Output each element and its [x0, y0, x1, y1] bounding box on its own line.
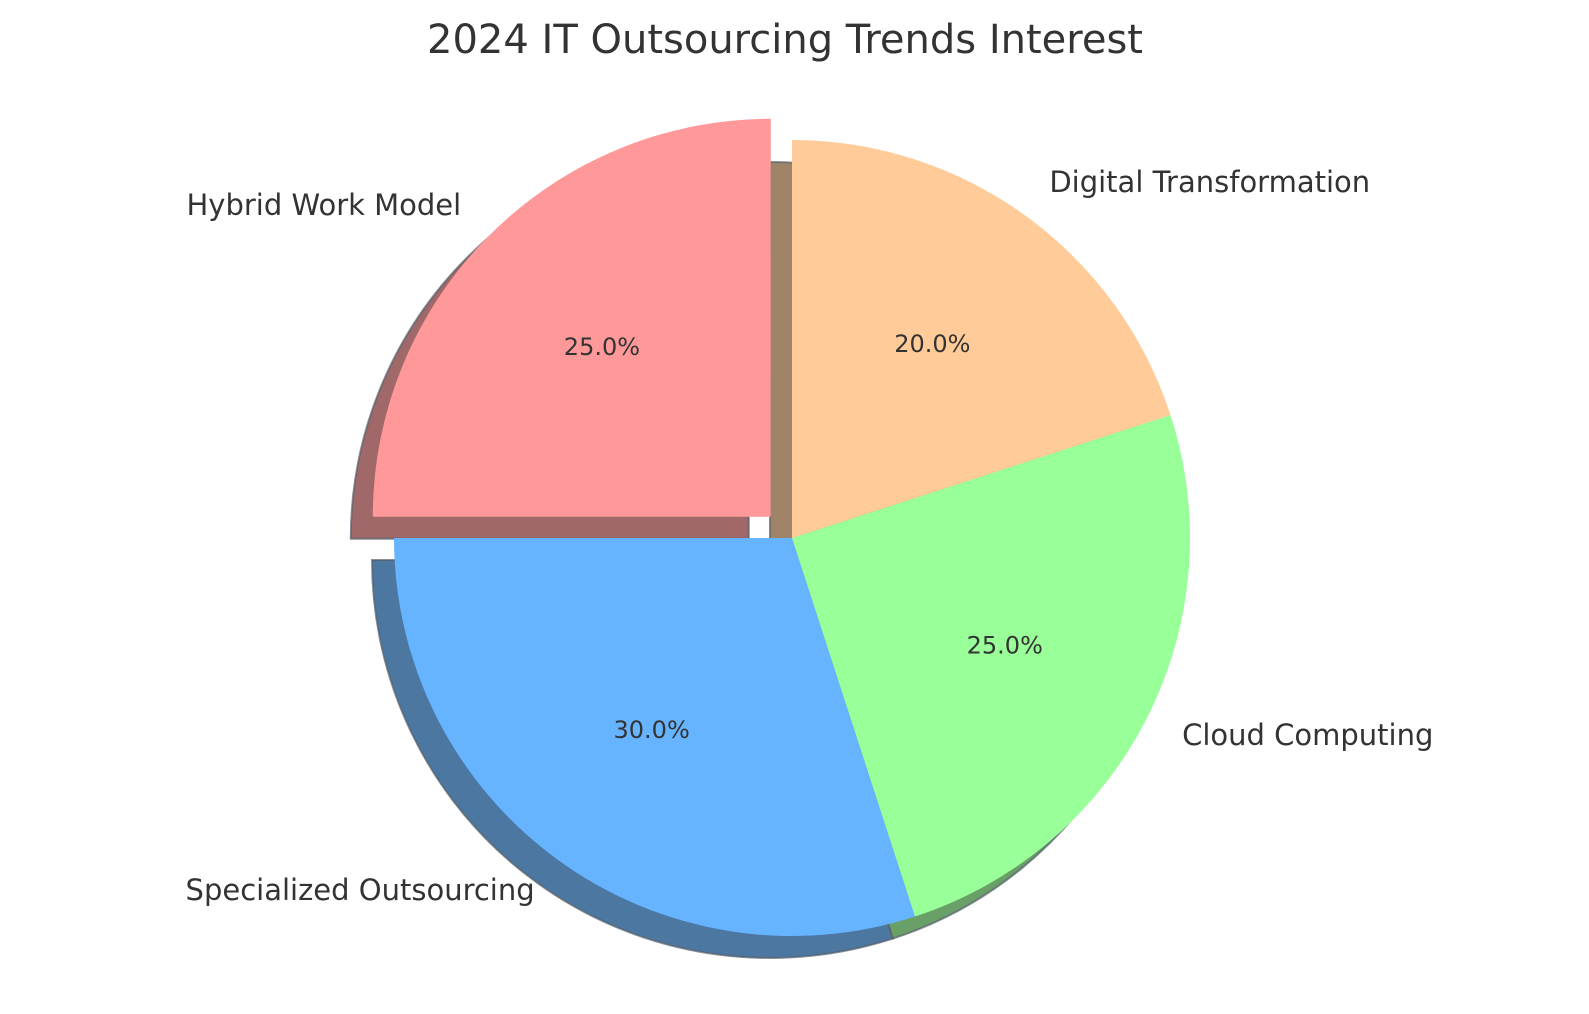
pie-slice-hybrid-work-model	[372, 118, 771, 517]
slice-label-cloud-computing: Cloud Computing	[1182, 718, 1433, 752]
slice-percent-digital-transformation: 20.0%	[894, 330, 970, 358]
slice-percent-specialized-outsourcing: 30.0%	[614, 716, 690, 744]
pie-slice-digital-transformation	[792, 140, 1171, 538]
slice-layer	[372, 118, 1190, 936]
slice-label-digital-transformation: Digital Transformation	[1049, 165, 1370, 199]
slice-percent-cloud-computing: 25.0%	[967, 631, 1043, 659]
slice-label-specialized-outsourcing: Specialized Outsourcing	[186, 873, 535, 907]
pie-slice-specialized-outsourcing	[394, 538, 915, 936]
label-layer: Hybrid Work Model 25.0% Specialized Outsou…	[186, 165, 1434, 907]
slice-label-hybrid-work-model: Hybrid Work Model	[187, 188, 462, 222]
chart-title: 2024 IT Outsourcing Trends Interest	[427, 17, 1143, 63]
pie-slice-cloud-computing	[792, 415, 1190, 917]
slice-percent-hybrid-work-model: 25.0%	[564, 333, 640, 361]
